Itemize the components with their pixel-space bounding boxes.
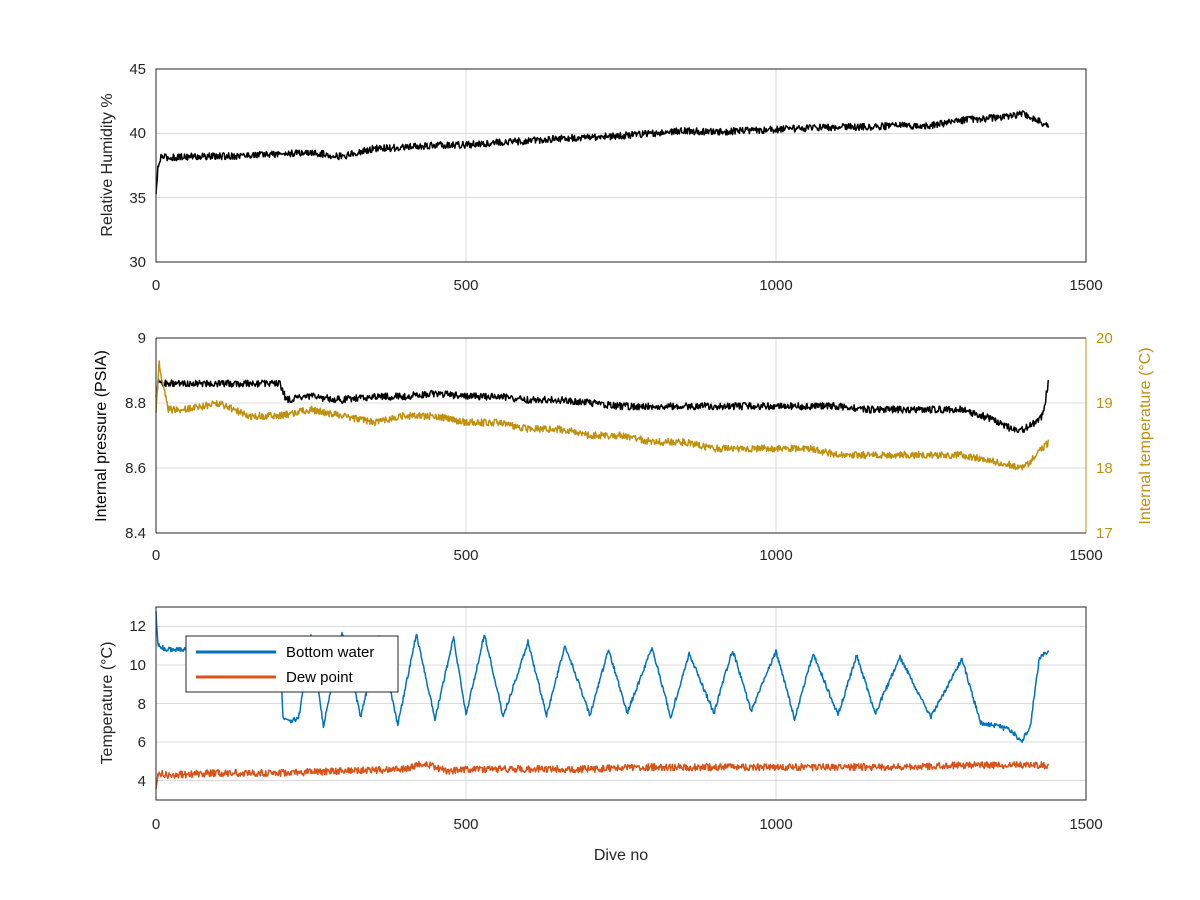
temperature-x-ticks: 0 500 1000 1500 (152, 816, 1103, 833)
temperature-y2-ticks: 17 18 19 20 (1096, 330, 1113, 542)
pressure-x-tick: 1000 (759, 547, 792, 564)
temperature-y2-tick: 19 (1096, 395, 1113, 412)
humidity-y-tick: 40 (129, 125, 146, 142)
series-line-panel2-right (155, 360, 1050, 471)
temperature-y-axis-label: Temperature (°C) (99, 642, 116, 765)
pressure-y-tick: 8.8 (125, 395, 146, 412)
temperature-x-tick: 1000 (759, 816, 792, 833)
humidity-x-tick: 0 (152, 277, 160, 294)
temperature-y2-tick: 18 (1096, 460, 1113, 477)
temperature-y-ticks: 4 6 8 10 12 (129, 618, 146, 790)
humidity-lines (155, 110, 1050, 195)
humidity-y-tick: 30 (129, 254, 146, 271)
temperature-x-tick: 500 (453, 816, 478, 833)
temperature-panel: 0 500 1000 1500 4 6 8 10 12 Temperature … (99, 606, 1103, 864)
temperature-x-tick: 1500 (1069, 816, 1102, 833)
humidity-panel: 0 500 1000 1500 30 35 40 45 Relative Hum… (99, 61, 1103, 294)
pressure-x-tick: 0 (152, 547, 160, 564)
temperature-y2-tick: 17 (1096, 525, 1113, 542)
humidity-grid (156, 69, 1086, 262)
legend-box (185, 635, 399, 693)
humidity-x-tick: 1000 (759, 277, 792, 294)
pressure-y-axis-label: Internal pressure (PSIA) (93, 350, 110, 522)
humidity-y-ticks: 30 35 40 45 (129, 61, 146, 271)
pressure-temperature-lines (155, 360, 1050, 471)
temperature-y-tick: 10 (129, 657, 146, 674)
temperature-y-tick: 12 (129, 618, 146, 635)
humidity-axes-box (155, 68, 1087, 263)
temperature-y2-axis-label: Internal temperature (°C) (1137, 347, 1154, 524)
pressure-grid (156, 338, 1086, 533)
series-line-dew-point (155, 761, 1050, 790)
temperature-y-tick: 6 (138, 734, 146, 751)
pressure-y-tick: 8.4 (125, 525, 146, 542)
temperature-y2-tick: 20 (1096, 330, 1113, 347)
temperature-x-tick: 0 (152, 816, 160, 833)
series-line-panel2-left (155, 378, 1050, 434)
pressure-y-tick: 8.6 (125, 460, 146, 477)
legend-label-bottom-water: Bottom water (286, 644, 374, 661)
humidity-x-tick: 1500 (1069, 277, 1102, 294)
pressure-x-ticks: 0 500 1000 1500 (152, 547, 1103, 564)
humidity-x-ticks: 0 500 1000 1500 (152, 277, 1103, 294)
pressure-x-tick: 1500 (1069, 547, 1102, 564)
pressure-y-tick: 9 (138, 330, 146, 347)
pressure-temperature-panel: 0 500 1000 1500 8.4 8.6 8.8 9 17 18 19 2… (93, 330, 1154, 564)
humidity-y-axis-label: Relative Humidity % (99, 93, 116, 236)
humidity-y-tick: 35 (129, 190, 146, 207)
pressure-x-tick: 500 (453, 547, 478, 564)
temperature-y-tick: 4 (138, 773, 146, 790)
temperature-axes-box (155, 606, 1087, 801)
humidity-x-tick: 500 (453, 277, 478, 294)
pressure-y-ticks: 8.4 8.6 8.8 9 (125, 330, 146, 542)
temperature-y-tick: 8 (138, 696, 146, 713)
humidity-y-tick: 45 (129, 61, 146, 78)
series-line-panel1-left (155, 110, 1050, 195)
legend-label-dew-point: Dew point (286, 669, 354, 686)
legend: Bottom water Dew point (185, 635, 399, 693)
x-axis-label: Dive no (594, 847, 648, 864)
